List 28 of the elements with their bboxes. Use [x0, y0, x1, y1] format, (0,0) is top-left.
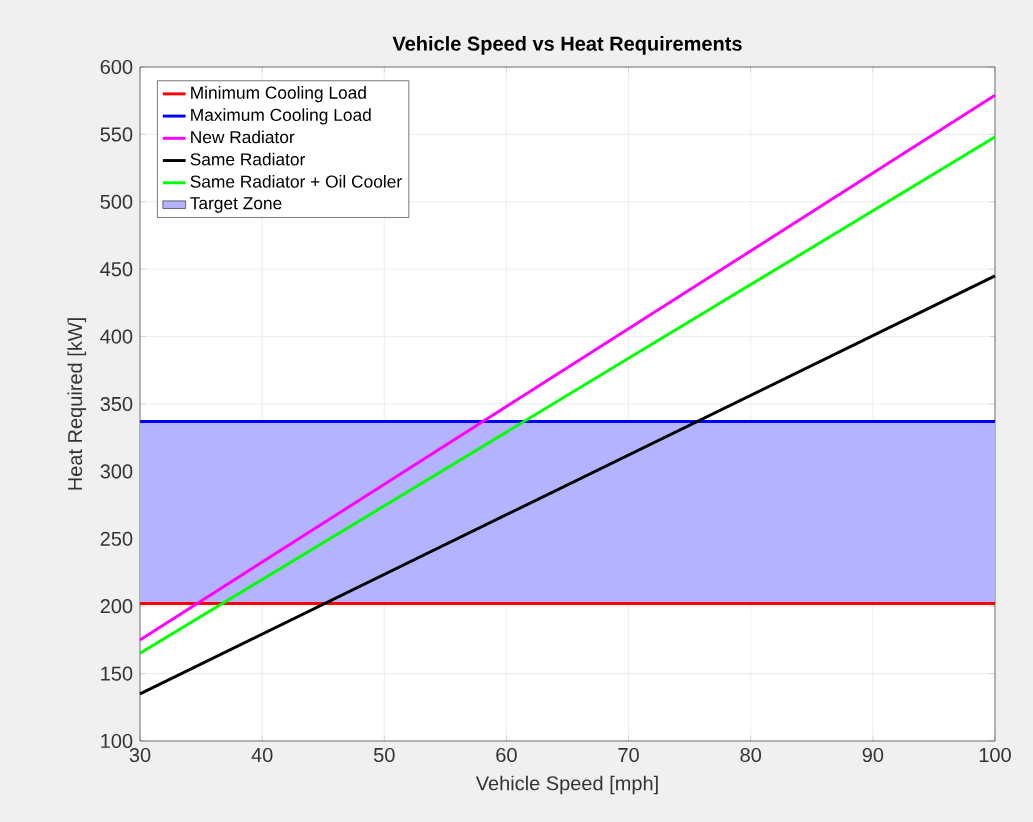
- y-tick-label: 550: [100, 127, 133, 142]
- chart-title: Vehicle Speed vs Heat Requirements: [392, 36, 742, 55]
- y-tick-label: 400: [100, 329, 133, 344]
- legend-label: Maximum Cooling Load: [191, 108, 371, 125]
- x-tick-label: 80: [740, 747, 762, 763]
- y-tick-label: 350: [100, 396, 133, 412]
- legend-label: Minimum Cooling Load: [191, 86, 366, 103]
- x-tick-label: 70: [618, 747, 639, 763]
- y-tick-label: 200: [100, 599, 133, 614]
- legend-label: Same Radiator: [190, 152, 306, 166]
- x-tick-label: 90: [862, 747, 884, 763]
- x-tick-label: 100: [979, 747, 1011, 763]
- y-tick-label: 600: [100, 59, 133, 75]
- x-tick-label: 40: [251, 747, 273, 763]
- y-tick-label: 450: [100, 262, 133, 277]
- y-tick-label: 500: [100, 194, 133, 209]
- y-axis-title: Heat Required [kW]: [67, 318, 87, 490]
- legend-label: Same Radiator + Oil Cooler: [190, 174, 402, 188]
- x-tick-label: 50: [373, 747, 395, 763]
- x-tick-label: 30: [129, 747, 151, 763]
- x-axis-title: Vehicle Speed [mph]: [475, 775, 658, 795]
- y-tick-label: 100: [101, 733, 133, 749]
- y-tick-label: 250: [100, 531, 133, 546]
- legend-label: New Radiator: [191, 130, 295, 144]
- legend-label: Target Zone: [190, 197, 282, 213]
- y-tick-label: 150: [101, 666, 133, 681]
- x-tick-label: 60: [496, 747, 517, 763]
- y-tick-label: 300: [100, 464, 133, 479]
